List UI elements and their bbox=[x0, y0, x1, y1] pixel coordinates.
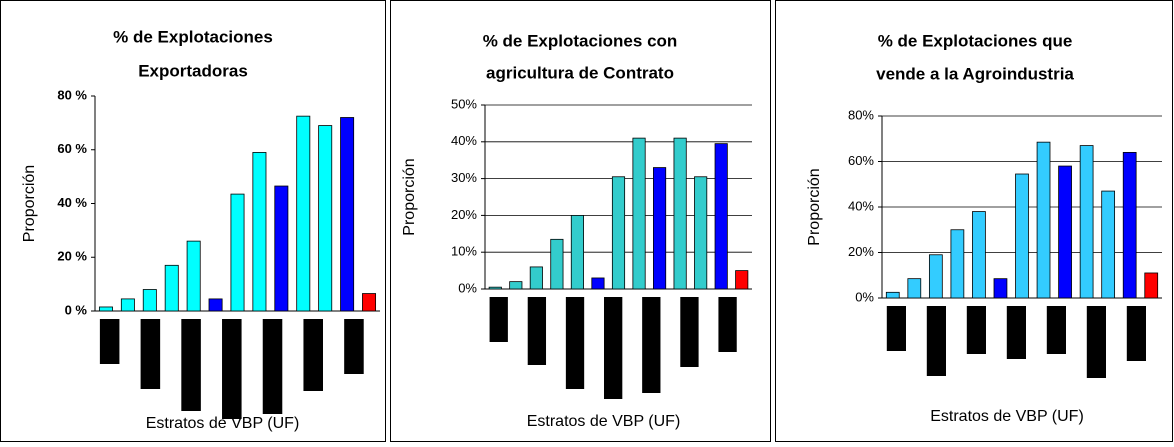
redaction-block bbox=[222, 319, 242, 419]
redaction-block bbox=[886, 306, 906, 351]
bar bbox=[296, 115, 311, 312]
bar bbox=[1058, 165, 1072, 299]
y-tick-label: 20% bbox=[451, 207, 477, 222]
bar bbox=[950, 229, 965, 299]
chart-title: agricultura de Contrato bbox=[486, 63, 674, 82]
bar bbox=[907, 278, 922, 299]
redaction-block bbox=[1006, 306, 1026, 359]
bar bbox=[673, 137, 687, 290]
bar bbox=[611, 176, 626, 290]
y-tick-label: 20% bbox=[848, 244, 874, 259]
redaction-block bbox=[966, 306, 986, 354]
y-tick-label: 60% bbox=[848, 153, 874, 168]
y-tick-label: 80% bbox=[848, 107, 874, 122]
y-tick-label: 80 % bbox=[57, 87, 87, 102]
bar bbox=[1079, 145, 1094, 299]
y-tick-label: 0 % bbox=[65, 302, 88, 317]
y-tick-label: 30% bbox=[451, 170, 477, 185]
redaction-block bbox=[604, 297, 623, 399]
bar bbox=[529, 266, 543, 290]
bar bbox=[632, 137, 646, 290]
bar bbox=[1144, 272, 1159, 299]
y-tick-label: 50% bbox=[451, 96, 477, 111]
y-tick-label: 60 % bbox=[57, 141, 87, 156]
bar bbox=[98, 306, 113, 312]
bar bbox=[591, 277, 605, 290]
redaction-block bbox=[262, 319, 283, 414]
redaction-block bbox=[181, 319, 201, 411]
chart-title: % de Explotaciones que bbox=[878, 31, 1073, 50]
bar bbox=[164, 264, 179, 312]
y-tick-label: 0% bbox=[458, 280, 477, 295]
bar bbox=[142, 289, 157, 312]
chart-title: % de Explotaciones bbox=[113, 27, 273, 46]
bar bbox=[230, 193, 245, 312]
bar bbox=[1015, 173, 1029, 299]
x-axis-label: Estratos de VBP (UF) bbox=[930, 408, 1084, 425]
redaction-block bbox=[680, 297, 699, 367]
bar bbox=[186, 240, 201, 312]
redaction-block bbox=[718, 297, 737, 352]
bar bbox=[1122, 151, 1137, 299]
bar bbox=[208, 298, 223, 312]
y-axis-label: Proporción bbox=[401, 158, 418, 235]
bar bbox=[735, 270, 749, 290]
bar bbox=[509, 281, 523, 290]
redaction-block bbox=[1046, 306, 1066, 354]
chart-title: % de Explotaciones con bbox=[483, 31, 678, 50]
redaction-block bbox=[489, 297, 508, 342]
bar bbox=[1101, 190, 1116, 299]
bar bbox=[120, 298, 135, 312]
redaction-block bbox=[926, 306, 946, 376]
bar bbox=[274, 185, 289, 312]
redaction-block bbox=[1086, 306, 1106, 378]
redaction-block bbox=[99, 319, 120, 364]
redaction-block bbox=[344, 319, 364, 374]
y-axis-label: Proporción bbox=[806, 168, 823, 245]
y-tick-label: 10% bbox=[451, 244, 477, 259]
redaction-block bbox=[527, 297, 547, 365]
bar bbox=[362, 293, 377, 312]
bar bbox=[714, 143, 728, 290]
bar bbox=[550, 238, 564, 290]
bar bbox=[570, 214, 584, 290]
x-axis-label: Estratos de VBP (UF) bbox=[527, 413, 681, 430]
bar bbox=[252, 152, 267, 312]
y-tick-label: 40% bbox=[451, 133, 477, 148]
bar bbox=[653, 167, 667, 290]
bar bbox=[488, 286, 502, 290]
bar bbox=[993, 278, 1008, 299]
bar bbox=[1036, 141, 1051, 299]
y-tick-label: 20 % bbox=[57, 249, 87, 264]
bar bbox=[318, 125, 333, 312]
y-tick-label: 40% bbox=[848, 198, 874, 213]
x-axis-label: Estratos de VBP (UF) bbox=[146, 415, 300, 432]
chart-title: Exportadoras bbox=[138, 61, 248, 80]
redaction-block bbox=[140, 319, 161, 389]
y-axis-label: Proporción bbox=[21, 165, 38, 242]
redaction-block bbox=[1126, 306, 1146, 361]
redaction-block bbox=[565, 297, 585, 389]
bar bbox=[972, 211, 986, 299]
bar bbox=[885, 291, 900, 299]
y-tick-label: 40 % bbox=[57, 195, 87, 210]
bar bbox=[694, 176, 708, 290]
bar bbox=[928, 254, 943, 299]
chart-title: vende a la Agroindustria bbox=[876, 64, 1074, 83]
bar bbox=[340, 117, 355, 312]
redaction-block bbox=[642, 297, 661, 393]
y-tick-label: 0% bbox=[855, 289, 874, 304]
redaction-block bbox=[303, 319, 323, 391]
